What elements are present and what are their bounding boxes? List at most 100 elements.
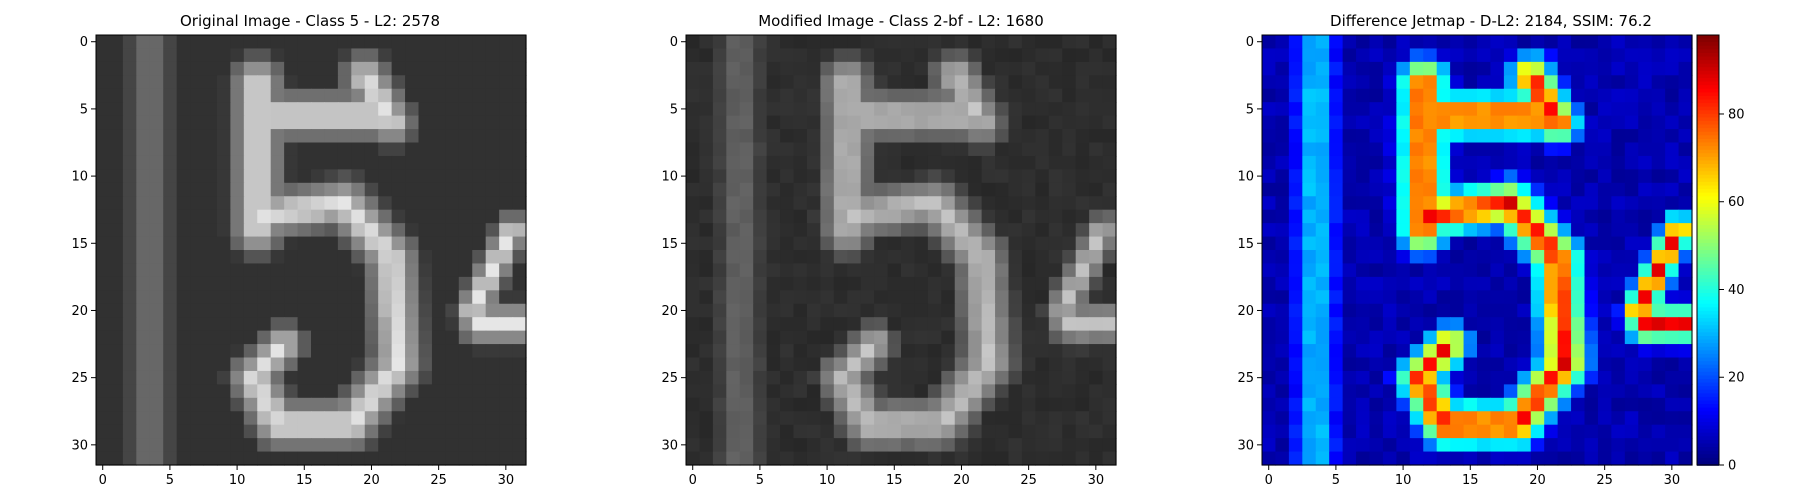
pixel-cell <box>820 196 835 211</box>
pixel-cell <box>109 102 124 117</box>
pixel-cell <box>1597 236 1612 251</box>
pixel-cell <box>1035 236 1050 251</box>
pixel-cell <box>793 276 808 291</box>
pixel-cell <box>887 451 902 466</box>
pixel-cell <box>1329 209 1344 224</box>
pixel-cell <box>1571 169 1586 184</box>
pixel-cell <box>686 196 701 211</box>
pixel-cell <box>499 424 514 439</box>
pixel-cell <box>1436 451 1451 466</box>
pixel-cell <box>968 411 983 426</box>
x-tick-label: 0 <box>99 473 107 488</box>
pixel-cell <box>257 142 272 157</box>
pixel-cell <box>445 384 460 399</box>
pixel-cell <box>927 424 942 439</box>
pixel-cell <box>887 411 902 426</box>
pixel-cell <box>1288 438 1303 453</box>
pixel-cell <box>995 48 1010 63</box>
pixel-cell <box>1423 330 1438 345</box>
pixel-cell <box>1035 370 1050 385</box>
pixel-cell <box>472 344 487 359</box>
pixel-cell <box>1075 370 1090 385</box>
pixel-cell <box>1369 276 1384 291</box>
pixel-cell <box>284 263 299 278</box>
pixel-cell <box>1315 370 1330 385</box>
pixel-cell <box>914 48 929 63</box>
pixel-cell <box>780 61 795 76</box>
pixel-cell <box>927 236 942 251</box>
pixel-cell <box>1008 317 1023 332</box>
pixel-cell <box>1678 438 1693 453</box>
pixel-cell <box>163 129 178 144</box>
pixel-cell <box>1517 35 1532 50</box>
pixel-cell <box>874 61 889 76</box>
pixel-cell <box>216 384 231 399</box>
pixel-cell <box>1382 317 1397 332</box>
pixel-cell <box>512 250 527 265</box>
pixel-cell <box>806 115 821 130</box>
pixel-cell <box>190 424 205 439</box>
pixel-cell <box>1477 344 1492 359</box>
pixel-cell <box>806 411 821 426</box>
colorbar-segment <box>1697 49 1719 54</box>
pixel-cell <box>1665 75 1680 90</box>
pixel-cell <box>257 115 272 130</box>
pixel-cell <box>1463 438 1478 453</box>
pixel-cell <box>337 411 352 426</box>
pixel-cell <box>1597 196 1612 211</box>
pixel-cell <box>378 223 393 238</box>
pixel-cell <box>981 384 996 399</box>
pixel-cell <box>499 129 514 144</box>
pixel-cell <box>1008 155 1023 170</box>
pixel-cell <box>1302 115 1317 130</box>
pixel-cell <box>1075 411 1090 426</box>
pixel-cell <box>887 250 902 265</box>
pixel-cell <box>1557 223 1572 238</box>
pixel-cell <box>109 129 124 144</box>
pixel-cell <box>1584 182 1599 197</box>
pixel-cell <box>860 424 875 439</box>
pixel-cell <box>1288 276 1303 291</box>
colorbar-segment <box>1697 400 1719 405</box>
pixel-cell <box>1490 303 1505 318</box>
pixel-cell <box>472 223 487 238</box>
pixel-cell <box>1262 236 1277 251</box>
pixel-cell <box>1089 276 1104 291</box>
pixel-cell <box>149 169 164 184</box>
pixel-cell <box>176 344 191 359</box>
pixel-cell <box>981 370 996 385</box>
pixel-cell <box>458 290 473 305</box>
pixel-cell <box>793 196 808 211</box>
pixel-cell <box>364 61 379 76</box>
pixel-cell <box>874 223 889 238</box>
pixel-cell <box>726 290 741 305</box>
pixel-cell <box>927 384 942 399</box>
pixel-cell <box>954 263 969 278</box>
colorbar-segment <box>1697 257 1719 262</box>
pixel-cell <box>311 155 326 170</box>
pixel-cell <box>927 317 942 332</box>
pixel-cell <box>176 236 191 251</box>
pixel-cell <box>874 397 889 412</box>
pixel-cell <box>887 223 902 238</box>
pixel-cell <box>1436 223 1451 238</box>
pixel-cell <box>351 209 366 224</box>
pixel-cell <box>1382 142 1397 157</box>
pixel-cell <box>351 317 366 332</box>
pixel-cell <box>405 370 420 385</box>
pixel-cell <box>1584 155 1599 170</box>
pixel-cell <box>981 142 996 157</box>
pixel-cell <box>96 250 111 265</box>
pixel-cell <box>1369 317 1384 332</box>
pixel-cell <box>1544 370 1559 385</box>
pixel-cell <box>190 35 205 50</box>
pixel-cell <box>1557 384 1572 399</box>
pixel-cell <box>337 61 352 76</box>
pixel-cell <box>1062 88 1077 103</box>
pixel-cell <box>726 451 741 466</box>
pixel-cell <box>122 35 137 50</box>
pixel-cell <box>793 102 808 117</box>
pixel-cell <box>257 357 272 372</box>
pixel-cell <box>1369 209 1384 224</box>
